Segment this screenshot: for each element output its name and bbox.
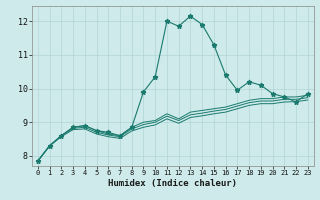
X-axis label: Humidex (Indice chaleur): Humidex (Indice chaleur) (108, 179, 237, 188)
